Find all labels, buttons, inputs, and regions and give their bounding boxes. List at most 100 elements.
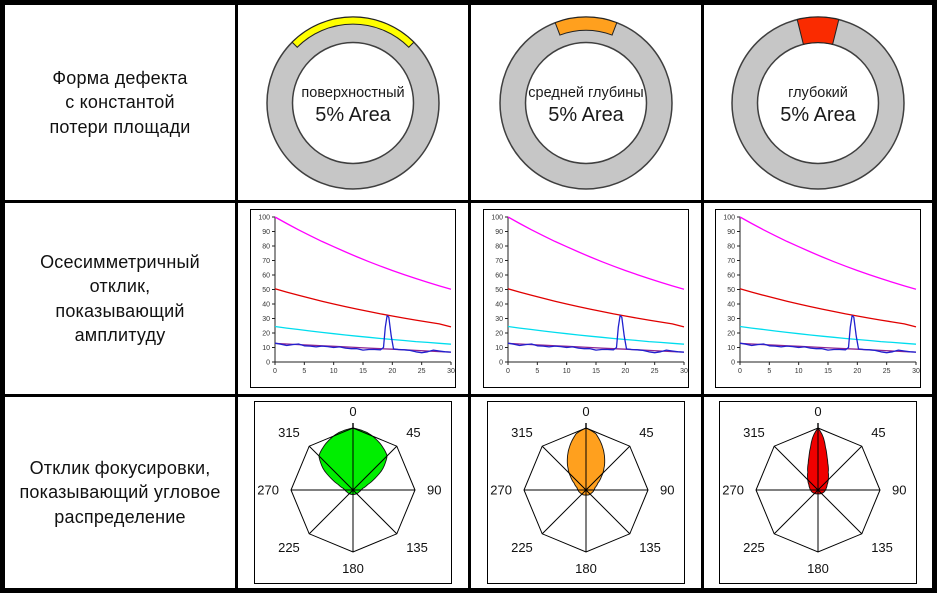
svg-text:10: 10 [495, 345, 503, 352]
amplitude-chart-medium: 0 10 20 30 40 50 60 70 80 90 100 0 5 10 15 20 25 30 [491, 215, 688, 376]
svg-text:135: 135 [871, 540, 893, 555]
svg-text:50: 50 [495, 287, 503, 294]
svg-text:40: 40 [727, 302, 735, 309]
ring-area-label: 5% Area [548, 104, 624, 126]
svg-text:10: 10 [727, 345, 735, 352]
svg-text:45: 45 [639, 425, 653, 440]
svg-text:80: 80 [727, 244, 735, 251]
svg-text:0: 0 [738, 368, 742, 375]
svg-text:60: 60 [727, 273, 735, 280]
svg-text:70: 70 [727, 258, 735, 265]
svg-text:15: 15 [824, 368, 832, 375]
polar-chart-cell-3: 0 45 90 135 180 225 270 315 [704, 397, 932, 588]
svg-text:0: 0 [499, 360, 503, 367]
svg-text:45: 45 [871, 425, 885, 440]
svg-text:20: 20 [262, 331, 270, 338]
svg-text:0: 0 [266, 360, 270, 367]
amplitude-chart-cell-3: 0 10 20 30 40 50 60 70 80 90 100 0 5 10 15 20 25 30 [704, 203, 932, 394]
svg-text:45: 45 [406, 425, 420, 440]
focus-polar-chart-deep: 0 45 90 135 180 225 270 315 [722, 404, 906, 576]
svg-text:60: 60 [495, 273, 503, 280]
row-label-focus: Отклик фокусировки, показывающий угловое… [19, 458, 221, 527]
svg-text:270: 270 [722, 483, 744, 498]
svg-text:50: 50 [727, 287, 735, 294]
polar-chart-frame: 0 45 90 135 180 225 270 315 [487, 401, 685, 584]
svg-text:80: 80 [262, 244, 270, 251]
svg-text:100: 100 [491, 215, 503, 222]
svg-text:0: 0 [273, 368, 277, 375]
svg-text:180: 180 [575, 561, 597, 576]
svg-text:270: 270 [257, 483, 279, 498]
svg-text:5: 5 [535, 368, 539, 375]
svg-text:15: 15 [359, 368, 367, 375]
svg-text:180: 180 [342, 561, 364, 576]
svg-text:135: 135 [639, 540, 661, 555]
ring-depth-label: поверхностный [301, 85, 404, 101]
ring-depth-label: средней глубины [528, 85, 643, 101]
svg-text:0: 0 [349, 404, 356, 419]
svg-text:315: 315 [743, 425, 765, 440]
svg-text:20: 20 [727, 331, 735, 338]
svg-text:10: 10 [795, 368, 803, 375]
svg-text:30: 30 [447, 368, 455, 375]
svg-text:0: 0 [582, 404, 589, 419]
svg-text:315: 315 [278, 425, 300, 440]
svg-text:0: 0 [731, 360, 735, 367]
svg-text:70: 70 [262, 258, 270, 265]
svg-text:30: 30 [727, 316, 735, 323]
svg-text:225: 225 [278, 540, 300, 555]
svg-text:90: 90 [892, 483, 906, 498]
svg-text:225: 225 [743, 540, 765, 555]
svg-text:315: 315 [511, 425, 533, 440]
svg-text:20: 20 [621, 368, 629, 375]
amplitude-chart-surface: 0 10 20 30 40 50 60 70 80 90 100 0 5 10 15 20 25 30 [258, 215, 455, 376]
row-label-cell-focus: Отклик фокусировки, показывающий угловое… [5, 397, 235, 588]
svg-text:20: 20 [495, 331, 503, 338]
svg-text:25: 25 [651, 368, 659, 375]
row-label-defect-shape: Форма дефекта с константой потери площад… [49, 68, 191, 137]
focus-polar-chart-medium: 0 45 90 135 180 225 270 315 [490, 404, 674, 576]
svg-text:270: 270 [490, 483, 512, 498]
polar-chart-frame: 0 45 90 135 180 225 270 315 [254, 401, 452, 584]
svg-text:100: 100 [258, 215, 270, 222]
svg-text:15: 15 [592, 368, 600, 375]
svg-text:100: 100 [723, 215, 735, 222]
polar-chart-frame: 0 45 90 135 180 225 270 315 [719, 401, 917, 584]
svg-text:50: 50 [262, 287, 270, 294]
ring-diagram-medium: средней глубины 5% Area [499, 15, 673, 190]
amplitude-chart-cell-2: 0 10 20 30 40 50 60 70 80 90 100 0 5 10 15 20 25 30 [471, 203, 701, 394]
ring-area-label: 5% Area [315, 104, 391, 126]
ring-diagram-surface: поверхностный 5% Area [266, 15, 440, 190]
svg-text:5: 5 [767, 368, 771, 375]
ring-cell-deep: глубокий 5% Area [704, 5, 932, 200]
svg-text:30: 30 [680, 368, 688, 375]
svg-text:90: 90 [262, 229, 270, 236]
svg-text:80: 80 [495, 244, 503, 251]
svg-text:90: 90 [495, 229, 503, 236]
amplitude-chart-frame: 0 10 20 30 40 50 60 70 80 90 100 0 5 10 15 20 25 30 [715, 209, 921, 388]
svg-text:90: 90 [427, 483, 441, 498]
svg-text:10: 10 [563, 368, 571, 375]
svg-text:135: 135 [406, 540, 428, 555]
svg-text:0: 0 [814, 404, 821, 419]
svg-text:30: 30 [495, 316, 503, 323]
svg-text:0: 0 [506, 368, 510, 375]
row-label-cell-axisymmetric: Осесимметричный отклик, показывающий амп… [5, 203, 235, 394]
ring-depth-label: глубокий [788, 85, 848, 101]
svg-text:30: 30 [912, 368, 920, 375]
svg-text:10: 10 [330, 368, 338, 375]
svg-text:30: 30 [262, 316, 270, 323]
ring-cell-medium: средней глубины 5% Area [471, 5, 701, 200]
svg-text:90: 90 [727, 229, 735, 236]
svg-text:25: 25 [418, 368, 426, 375]
svg-text:20: 20 [388, 368, 396, 375]
row-label-cell-defect-shape: Форма дефекта с константой потери площад… [5, 5, 235, 200]
svg-text:225: 225 [511, 540, 533, 555]
svg-text:5: 5 [302, 368, 306, 375]
svg-text:40: 40 [495, 302, 503, 309]
ring-area-label: 5% Area [780, 104, 856, 126]
ring-cell-surface: поверхностный 5% Area [238, 5, 468, 200]
svg-text:25: 25 [883, 368, 891, 375]
svg-text:90: 90 [660, 483, 674, 498]
svg-text:180: 180 [807, 561, 829, 576]
